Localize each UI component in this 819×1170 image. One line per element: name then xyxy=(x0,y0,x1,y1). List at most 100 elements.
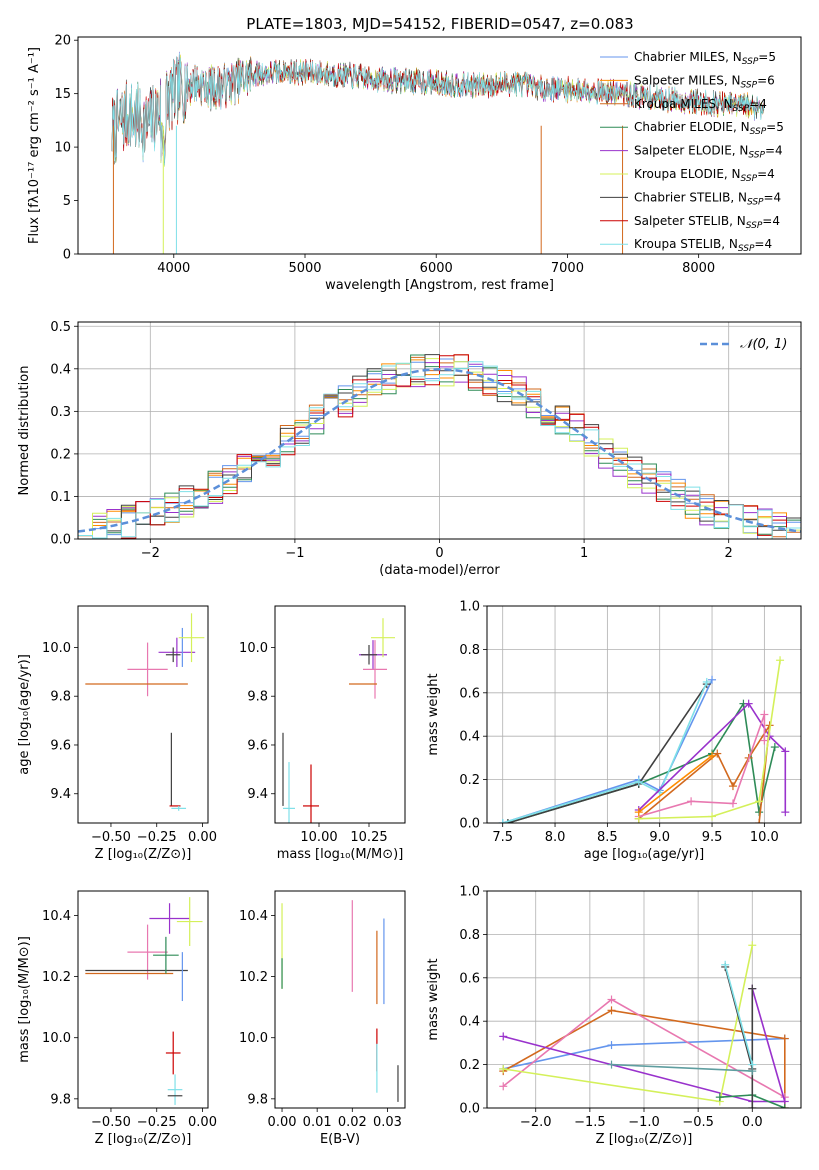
legend-label: Kroupa STELIB, NSSP=4 xyxy=(634,237,772,254)
panel-age_vs_mass: 10.00 10.25 9.4 9.6 9.8 10.0 mass [log₁₀(M/M⊙)… xyxy=(239,605,406,862)
x-tick-label: 10.25 xyxy=(350,830,387,845)
y-axis-label: Flux [fλ10⁻¹⁷ erg cm⁻² s⁻¹ A⁻¹] xyxy=(27,47,42,244)
x-tick-label: 4000 xyxy=(157,261,190,276)
plot-area xyxy=(111,51,765,254)
legend-label: Salpeter MILES, NSSP=6 xyxy=(634,73,775,90)
panel-mass_vs_ebv: 0.00 0.01 0.02 0.03 9.8 10.0 10.2 10.4 E(B-V) xyxy=(239,890,406,1147)
legend-subscript: SSP xyxy=(741,80,758,90)
y-tick-label: 0.3 xyxy=(50,405,71,420)
y-tick-label: 10.0 xyxy=(42,641,71,656)
y-tick-label: 0.0 xyxy=(459,1102,480,1117)
y-tick-label: 0.6 xyxy=(459,971,480,986)
legend-value: =6 xyxy=(757,73,775,87)
legend-value: =4 xyxy=(757,167,775,181)
y-tick-label: 0.2 xyxy=(459,1058,480,1073)
y-tick-label: 0 xyxy=(63,248,71,263)
legend-label: Chabrier ELODIE, NSSP=5 xyxy=(634,120,784,137)
y-axis-label: mass weight xyxy=(426,958,441,1040)
legend-subscript: SSP xyxy=(742,57,759,67)
x-tick-label: 7.5 xyxy=(492,830,513,845)
x-tick-label: 0.02 xyxy=(338,1115,367,1130)
x-tick-label: 2 xyxy=(725,546,733,561)
panel-mass_vs_Z: −0.50 −0.25 0.00 9.8 10.0 10.2 10.4 Z [log₁₀(Z/… xyxy=(17,890,217,1147)
y-tick-label: 9.6 xyxy=(247,738,268,753)
y-tick-label: 0.4 xyxy=(459,1015,480,1030)
x-tick-label: 0.00 xyxy=(268,1115,297,1130)
weight-line xyxy=(502,681,708,823)
axes-frame xyxy=(77,36,802,255)
y-tick-label: 0.0 xyxy=(50,533,71,548)
weight-line xyxy=(638,755,713,813)
y-tick-label: 10.0 xyxy=(239,641,268,656)
y-tick-label: 10.0 xyxy=(42,1031,71,1046)
legend-label: Chabrier STELIB, NSSP=4 xyxy=(634,190,781,207)
y-tick-label: 20 xyxy=(54,34,71,49)
y-axis-label: mass [log₁₀(M/M⊙)] xyxy=(17,936,32,1063)
y-tick-label: 0.2 xyxy=(459,773,480,788)
x-tick-label: 6000 xyxy=(420,261,453,276)
weight-line xyxy=(638,714,766,818)
plot-area xyxy=(85,897,203,1105)
y-tick-label: 0.0 xyxy=(459,817,480,832)
x-tick-label: 0.00 xyxy=(188,830,217,845)
legend-value: =4 xyxy=(754,237,772,251)
y-tick-label: 10.4 xyxy=(239,909,268,924)
weight-line xyxy=(638,660,781,820)
x-tick-label: −0.25 xyxy=(137,830,177,845)
x-axis-label: mass [log₁₀(M/M⊙)] xyxy=(277,847,404,862)
y-tick-label: 0.6 xyxy=(459,686,480,701)
y-tick-label: 9.8 xyxy=(50,690,71,705)
weight-line xyxy=(724,966,754,1108)
x-tick-label: 9.0 xyxy=(649,830,670,845)
y-tick-label: 5 xyxy=(63,194,71,209)
legend-subscript: SSP xyxy=(748,151,765,161)
axes-frame xyxy=(274,605,406,824)
x-tick-label: 8000 xyxy=(682,261,715,276)
y-axis-label: mass weight xyxy=(426,673,441,755)
axes-frame xyxy=(486,605,802,824)
x-tick-label: −1 xyxy=(285,546,304,561)
weight-line xyxy=(611,1063,753,1072)
y-tick-label: 15 xyxy=(54,87,71,102)
y-tick-label: 10.2 xyxy=(239,970,268,985)
x-tick-label: −1.0 xyxy=(628,1115,660,1130)
legend-value: =4 xyxy=(764,190,782,204)
y-tick-label: 10.0 xyxy=(239,1031,268,1046)
legend-label: Kroupa ELODIE, NSSP=4 xyxy=(634,167,775,184)
y-tick-label: 9.4 xyxy=(247,787,268,802)
x-axis-label: E(B-V) xyxy=(320,1132,360,1147)
x-tick-label: −0.50 xyxy=(91,830,131,845)
legend-subscript: SSP xyxy=(750,127,767,137)
panel-spectrum: 4000 5000 6000 7000 8000 0 5 10 15 20 wavelength [… xyxy=(27,34,802,293)
legend-value: =5 xyxy=(766,120,784,134)
y-tick-label: 0.4 xyxy=(459,730,480,745)
x-tick-label: 10.00 xyxy=(300,830,337,845)
y-tick-label: 0.8 xyxy=(459,928,480,943)
x-tick-label: 5000 xyxy=(288,261,321,276)
x-tick-label: 0.00 xyxy=(188,1115,217,1130)
y-tick-label: 1.0 xyxy=(459,600,480,615)
y-tick-label: 0.5 xyxy=(50,320,71,335)
x-tick-label: 10.0 xyxy=(750,830,779,845)
plot-area xyxy=(78,354,801,539)
normal-curve xyxy=(78,368,801,533)
plot-area xyxy=(282,618,395,823)
y-tick-label: 0.4 xyxy=(50,362,71,377)
weight-line xyxy=(724,964,754,1065)
legend: Chabrier MILES, NSSP=5 Salpeter MILES, NS… xyxy=(600,50,784,254)
panel-age_vs_Z: −0.50 −0.25 0.00 9.4 9.6 9.8 10.0 Z [log₁₀(Z/Z⊙… xyxy=(17,605,217,862)
weight-line xyxy=(502,1009,786,1108)
y-tick-label: 9.8 xyxy=(50,1092,71,1107)
x-tick-label: −1.5 xyxy=(574,1115,606,1130)
y-axis-label: Normed distribution xyxy=(17,366,32,496)
x-tick-label: 0 xyxy=(435,546,443,561)
x-tick-label: 0.01 xyxy=(303,1115,332,1130)
y-tick-label: 9.4 xyxy=(50,787,71,802)
legend-label: Salpeter STELIB, NSSP=4 xyxy=(634,214,780,231)
axes-frame xyxy=(77,321,802,540)
legend-value: =4 xyxy=(762,214,780,228)
weight-line xyxy=(638,724,771,823)
x-tick-label: 0.0 xyxy=(742,1115,763,1130)
x-tick-label: −0.50 xyxy=(91,1115,131,1130)
legend-value: =4 xyxy=(749,97,767,111)
